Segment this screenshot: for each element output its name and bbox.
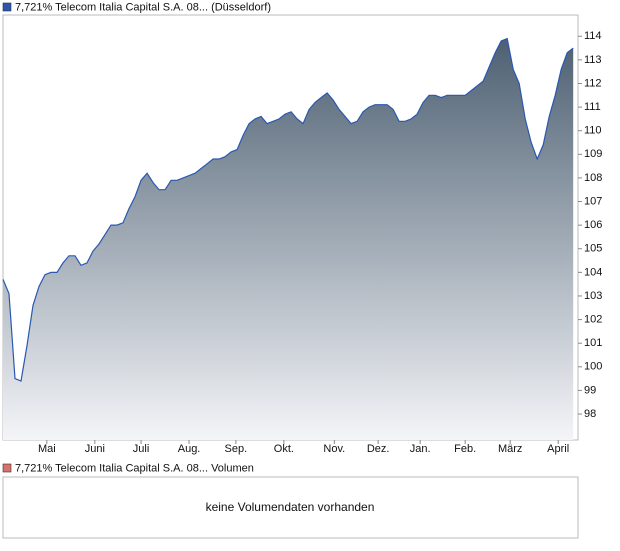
- y-tick-label: 111: [584, 101, 601, 113]
- y-tick-label: 100: [584, 361, 602, 373]
- x-tick-label: Sep.: [225, 443, 248, 455]
- y-tick-label: 114: [584, 30, 602, 42]
- x-tick-label: März: [498, 443, 522, 455]
- y-tick-label: 109: [584, 148, 602, 160]
- legend-entry: 7,721% Telecom Italia Capital S.A. 08...…: [15, 462, 254, 474]
- y-tick-label: 107: [584, 195, 602, 207]
- area: [3, 38, 574, 440]
- y-tick-label: 113: [584, 54, 602, 66]
- x-tick-label: Mai: [38, 443, 56, 455]
- x-tick-label: Jan.: [410, 443, 431, 455]
- volume-frame: [2, 476, 579, 539]
- y-tick-label: 98: [584, 408, 596, 420]
- x-tick-label: Okt.: [274, 443, 294, 455]
- y-tick-label: 106: [584, 219, 602, 231]
- y-tick-label: 108: [584, 172, 602, 184]
- y-tick-label: 102: [584, 313, 602, 325]
- x-tick-label: Dez.: [367, 443, 390, 455]
- legend-swatch: [2, 2, 12, 12]
- y-tick-label: 99: [584, 384, 596, 396]
- legend-entry: 7,721% Telecom Italia Capital S.A. 08...…: [15, 1, 271, 13]
- x-tick-label: April: [547, 443, 569, 455]
- y-tick-label: 103: [584, 290, 602, 302]
- y-tick-label: 101: [584, 337, 602, 349]
- volume-message: keine Volumendaten vorhanden: [206, 500, 375, 514]
- x-tick-label: Nov.: [323, 443, 345, 455]
- y-tick-label: 105: [584, 243, 602, 255]
- x-tick-label: Feb.: [454, 443, 476, 455]
- x-tick-label: Juni: [85, 443, 105, 455]
- x-tick-label: Aug.: [178, 443, 201, 455]
- x-tick-label: Juli: [133, 443, 150, 455]
- legend-swatch: [2, 463, 12, 473]
- line: [2, 37, 574, 382]
- y-tick-label: 104: [584, 266, 602, 278]
- y-tick-label: 110: [584, 125, 602, 137]
- y-tick-label: 112: [584, 77, 602, 89]
